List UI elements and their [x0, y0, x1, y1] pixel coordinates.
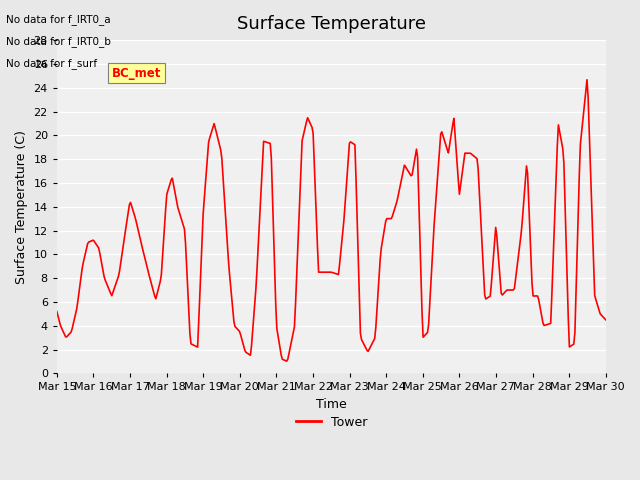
Title: Surface Temperature: Surface Temperature [237, 15, 426, 33]
Legend: Tower: Tower [291, 411, 372, 434]
Text: BC_met: BC_met [112, 67, 161, 80]
X-axis label: Time: Time [316, 398, 347, 411]
Y-axis label: Surface Temperature (C): Surface Temperature (C) [15, 130, 28, 284]
Text: No data for f_IRT0_b: No data for f_IRT0_b [6, 36, 111, 47]
Text: No data for f_surf: No data for f_surf [6, 58, 97, 69]
Text: No data for f_IRT0_a: No data for f_IRT0_a [6, 14, 111, 25]
